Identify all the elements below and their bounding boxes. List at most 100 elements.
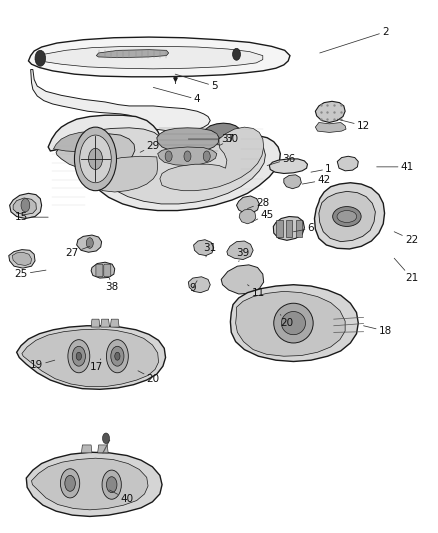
Polygon shape xyxy=(26,452,162,516)
Ellipse shape xyxy=(274,303,313,343)
Polygon shape xyxy=(31,69,210,131)
Circle shape xyxy=(203,151,210,161)
Circle shape xyxy=(60,469,80,498)
Text: 38: 38 xyxy=(105,278,118,293)
Polygon shape xyxy=(314,183,385,249)
Polygon shape xyxy=(194,240,214,256)
Polygon shape xyxy=(227,241,253,260)
Circle shape xyxy=(76,352,81,360)
Polygon shape xyxy=(35,46,263,69)
Text: 19: 19 xyxy=(30,360,55,370)
Polygon shape xyxy=(315,101,345,123)
Polygon shape xyxy=(315,123,346,132)
Text: 9: 9 xyxy=(189,281,197,293)
Polygon shape xyxy=(158,147,217,166)
Circle shape xyxy=(21,199,30,212)
FancyBboxPatch shape xyxy=(104,264,111,277)
Circle shape xyxy=(68,340,90,373)
Text: 11: 11 xyxy=(247,285,265,297)
Text: 36: 36 xyxy=(267,154,296,166)
Text: 27: 27 xyxy=(66,246,90,258)
Polygon shape xyxy=(77,235,102,252)
Polygon shape xyxy=(96,50,169,58)
Polygon shape xyxy=(230,285,358,361)
Ellipse shape xyxy=(337,211,357,222)
Circle shape xyxy=(72,346,85,366)
Text: 12: 12 xyxy=(337,119,370,131)
Text: 2: 2 xyxy=(320,27,389,53)
Ellipse shape xyxy=(281,311,306,335)
Circle shape xyxy=(102,470,121,499)
Text: 42: 42 xyxy=(302,175,331,185)
Text: 25: 25 xyxy=(14,269,46,279)
Circle shape xyxy=(102,433,110,443)
Polygon shape xyxy=(17,326,166,389)
Circle shape xyxy=(184,151,191,161)
Circle shape xyxy=(106,340,128,373)
Text: 29: 29 xyxy=(140,141,160,152)
Polygon shape xyxy=(56,134,135,169)
Polygon shape xyxy=(88,156,158,192)
Polygon shape xyxy=(12,252,32,265)
Text: 6: 6 xyxy=(293,223,314,233)
Polygon shape xyxy=(53,131,105,151)
Polygon shape xyxy=(10,193,42,219)
FancyBboxPatch shape xyxy=(96,264,103,277)
Polygon shape xyxy=(239,209,256,224)
Text: 21: 21 xyxy=(394,258,418,283)
Circle shape xyxy=(111,346,124,366)
Polygon shape xyxy=(9,249,35,268)
Polygon shape xyxy=(91,319,100,327)
Text: 20: 20 xyxy=(138,371,160,384)
Polygon shape xyxy=(98,445,108,453)
Polygon shape xyxy=(32,458,148,510)
Polygon shape xyxy=(28,37,290,77)
Polygon shape xyxy=(110,319,119,327)
Polygon shape xyxy=(101,319,110,327)
Text: 1: 1 xyxy=(311,164,332,174)
Text: 37: 37 xyxy=(188,134,234,144)
Text: 15: 15 xyxy=(15,212,48,222)
Circle shape xyxy=(35,50,46,66)
Polygon shape xyxy=(236,292,345,356)
Polygon shape xyxy=(276,220,283,237)
Text: 40: 40 xyxy=(110,490,134,504)
Polygon shape xyxy=(174,133,259,150)
Circle shape xyxy=(86,238,93,248)
Polygon shape xyxy=(273,216,304,240)
Text: 41: 41 xyxy=(377,162,414,172)
Text: 28: 28 xyxy=(247,198,269,208)
Polygon shape xyxy=(221,265,264,294)
Polygon shape xyxy=(269,159,307,173)
Circle shape xyxy=(106,477,117,492)
Polygon shape xyxy=(13,198,36,214)
Circle shape xyxy=(165,151,172,161)
Polygon shape xyxy=(91,262,115,278)
Polygon shape xyxy=(81,445,92,453)
Polygon shape xyxy=(319,191,375,241)
Polygon shape xyxy=(188,277,210,293)
Text: 39: 39 xyxy=(237,248,250,262)
Ellipse shape xyxy=(333,207,361,227)
Polygon shape xyxy=(284,175,301,189)
Polygon shape xyxy=(203,123,242,144)
Polygon shape xyxy=(237,196,259,213)
Text: 4: 4 xyxy=(153,87,201,104)
Circle shape xyxy=(65,475,75,491)
Circle shape xyxy=(115,352,120,360)
Circle shape xyxy=(88,148,102,169)
Polygon shape xyxy=(56,128,265,204)
Polygon shape xyxy=(296,220,302,237)
Text: 45: 45 xyxy=(252,209,274,222)
Polygon shape xyxy=(157,128,219,152)
Circle shape xyxy=(74,127,117,191)
Text: 18: 18 xyxy=(364,326,392,336)
Circle shape xyxy=(80,135,111,183)
Text: 22: 22 xyxy=(394,232,418,245)
Circle shape xyxy=(233,49,240,60)
Text: 17: 17 xyxy=(90,359,103,373)
Polygon shape xyxy=(286,220,292,237)
Polygon shape xyxy=(48,115,280,211)
Text: 31: 31 xyxy=(204,243,217,257)
Polygon shape xyxy=(337,156,358,171)
